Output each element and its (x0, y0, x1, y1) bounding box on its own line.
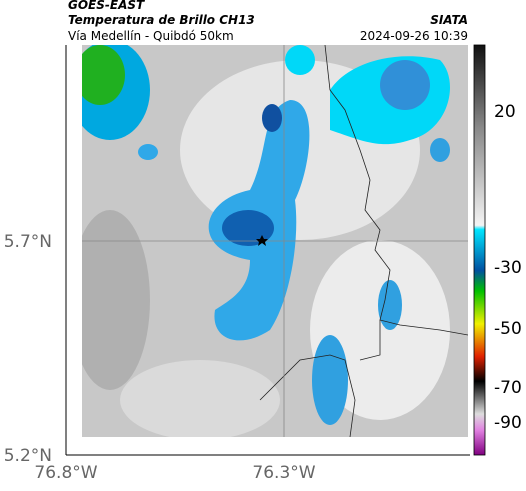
title: Temperatura de Brillo CH13 (68, 13, 255, 27)
lon-label: 76.8°W (34, 463, 97, 483)
subtitle: Vía Medellín - Quibdó 50km (68, 29, 234, 43)
satellite-image (82, 45, 468, 437)
colorbar-tick: -50 (494, 319, 522, 339)
lat-label: 5.2°N (4, 446, 52, 466)
colorbar (473, 44, 486, 456)
lat-label: 5.7°N (4, 232, 52, 252)
datetime: 2024-09-26 10:39 (360, 29, 468, 43)
source: GOES-EAST (68, 0, 145, 12)
agency: SIATA (430, 13, 468, 27)
colorbar-tick: -70 (494, 378, 522, 398)
colorbar-tick: -90 (494, 413, 522, 433)
lon-label: 76.3°W (252, 463, 315, 483)
colorbar-tick: 20 (494, 102, 516, 122)
colorbar-tick: -30 (494, 258, 522, 278)
